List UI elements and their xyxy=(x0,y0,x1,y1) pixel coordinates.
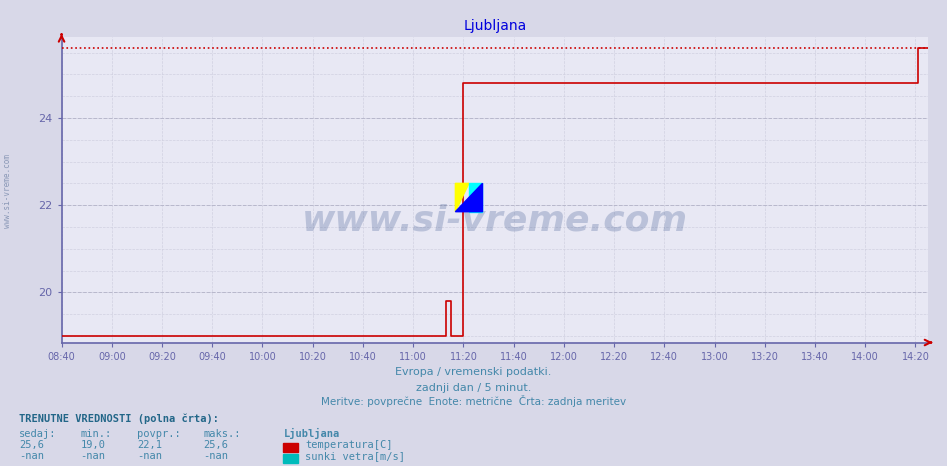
Text: 25,6: 25,6 xyxy=(19,440,44,450)
Text: sedaj:: sedaj: xyxy=(19,429,57,439)
Text: zadnji dan / 5 minut.: zadnji dan / 5 minut. xyxy=(416,383,531,392)
Text: -nan: -nan xyxy=(137,452,162,461)
Text: min.:: min.: xyxy=(80,429,112,439)
Polygon shape xyxy=(469,183,482,212)
Text: -nan: -nan xyxy=(19,452,44,461)
Text: -nan: -nan xyxy=(80,452,105,461)
Text: 25,6: 25,6 xyxy=(204,440,228,450)
Text: 22,1: 22,1 xyxy=(137,440,162,450)
Polygon shape xyxy=(456,183,469,212)
Title: Ljubljana: Ljubljana xyxy=(463,19,527,34)
Text: Evropa / vremenski podatki.: Evropa / vremenski podatki. xyxy=(395,367,552,377)
Text: povpr.:: povpr.: xyxy=(137,429,181,439)
Text: Ljubljana: Ljubljana xyxy=(284,428,340,439)
Polygon shape xyxy=(456,183,482,212)
Text: TRENUTNE VREDNOSTI (polna črta):: TRENUTNE VREDNOSTI (polna črta): xyxy=(19,413,219,424)
Text: maks.:: maks.: xyxy=(204,429,241,439)
Text: www.si-vreme.com: www.si-vreme.com xyxy=(3,154,12,228)
Text: -nan: -nan xyxy=(204,452,228,461)
Text: sunki vetra[m/s]: sunki vetra[m/s] xyxy=(305,452,405,461)
Text: temperatura[C]: temperatura[C] xyxy=(305,440,392,450)
Text: Meritve: povprečne  Enote: metrične  Črta: zadnja meritev: Meritve: povprečne Enote: metrične Črta:… xyxy=(321,396,626,407)
Text: 19,0: 19,0 xyxy=(80,440,105,450)
Text: www.si-vreme.com: www.si-vreme.com xyxy=(302,204,688,237)
